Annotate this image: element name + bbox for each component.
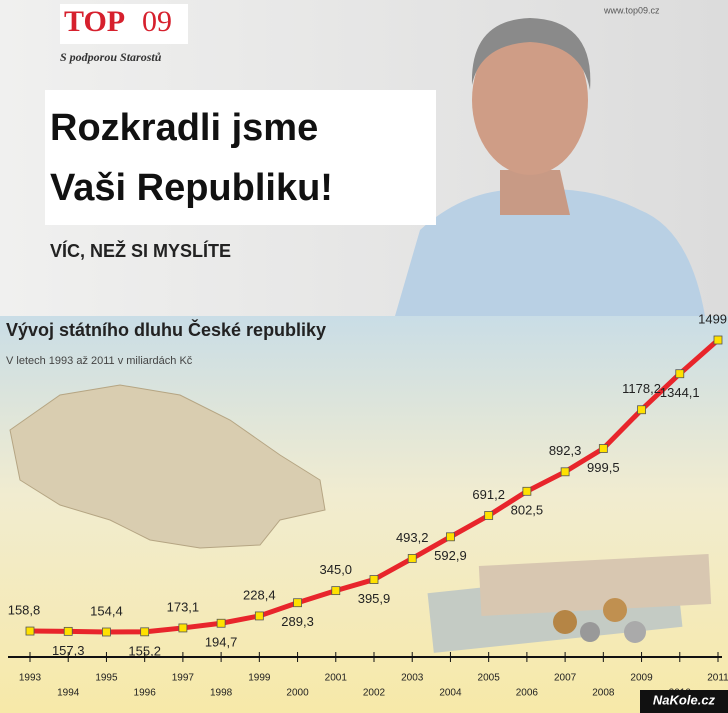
point: [446, 532, 455, 542]
value-label: 158,8: [8, 602, 41, 617]
map: [9, 384, 326, 549]
point: [25, 626, 35, 636]
point: [713, 335, 723, 345]
x-tick-label: 2006: [516, 688, 539, 699]
point: [637, 405, 646, 415]
value-label: 999,5: [587, 460, 620, 475]
x-tick-label: 1999: [248, 673, 271, 684]
point: [484, 511, 494, 520]
money: [427, 554, 712, 653]
point: [102, 627, 111, 637]
url: www.top09.cz: [603, 5, 660, 15]
value-label: 1344,1: [660, 385, 700, 400]
value-label: 802,5: [511, 503, 544, 518]
value-label: 691,2: [472, 487, 505, 502]
point: [140, 627, 150, 637]
point: [407, 554, 417, 563]
chart-title: Vývoj státního dluhu České republiky: [6, 319, 326, 340]
point: [560, 467, 570, 477]
watermark-bg: [640, 690, 728, 713]
logo-sub: S podporou Starostů: [60, 50, 162, 64]
x-tick-label: 2004: [439, 688, 462, 699]
point: [331, 586, 341, 596]
x-tick-label: 1998: [210, 688, 233, 699]
x-tick-label: 2009: [630, 673, 653, 684]
x-tick-label: 2008: [592, 688, 615, 699]
point: [293, 598, 302, 608]
x-tick-label: 2002: [363, 688, 386, 699]
tagline: VÍC, NEŽ SI MYSLÍTE: [50, 240, 231, 261]
value-label: 1178,2: [622, 381, 661, 396]
point: [216, 618, 226, 628]
value-label: 173,1: [167, 599, 200, 614]
point: [675, 369, 685, 379]
value-label: 194,7: [205, 635, 238, 650]
value-label: 395,9: [358, 591, 391, 606]
watermark: NaKole.cz: [653, 692, 716, 707]
headline: Rozkradli jsme: [50, 107, 318, 149]
value-label: 1499,4: [698, 311, 728, 326]
value-label: 592,9: [434, 548, 467, 563]
x-tick-label: 1993: [19, 673, 42, 684]
value-label: 892,3: [549, 443, 582, 458]
value-label: 493,2: [396, 530, 429, 545]
x-tick-label: 2000: [286, 688, 309, 699]
value-label: 345,0: [320, 562, 353, 577]
logo-top: TOP: [64, 5, 125, 38]
point: [63, 626, 73, 636]
x-tick-label: 2007: [554, 673, 577, 684]
point: [369, 575, 379, 584]
x-tick-label: 1995: [95, 673, 118, 684]
x-tick-label: 2011: [707, 673, 728, 684]
point: [522, 486, 532, 496]
x-tick-label: 2001: [325, 673, 348, 684]
x-tick-label: 2005: [478, 673, 501, 684]
portrait: [395, 18, 705, 316]
point: [254, 611, 264, 621]
headline: Vaši Republiku!: [50, 167, 333, 209]
x-tick-label: 2003: [401, 673, 424, 684]
value-label: 155,2: [128, 643, 161, 658]
x-tick-label: 1994: [57, 688, 80, 699]
logo-box: [60, 4, 188, 44]
headline-box: [45, 90, 436, 225]
value-label: 228,4: [243, 587, 276, 602]
value-label: 289,3: [281, 614, 314, 629]
point: [598, 444, 608, 453]
x-tick-label: 1996: [134, 688, 157, 699]
point: [178, 623, 188, 633]
value-label: 154,4: [90, 603, 123, 618]
value-label: 157,3: [52, 643, 85, 658]
chart-subtitle: V letech 1993 až 2011 v miliardách Kč: [6, 355, 193, 367]
x-tick-label: 1997: [172, 673, 195, 684]
logo-num: 09: [142, 5, 172, 38]
